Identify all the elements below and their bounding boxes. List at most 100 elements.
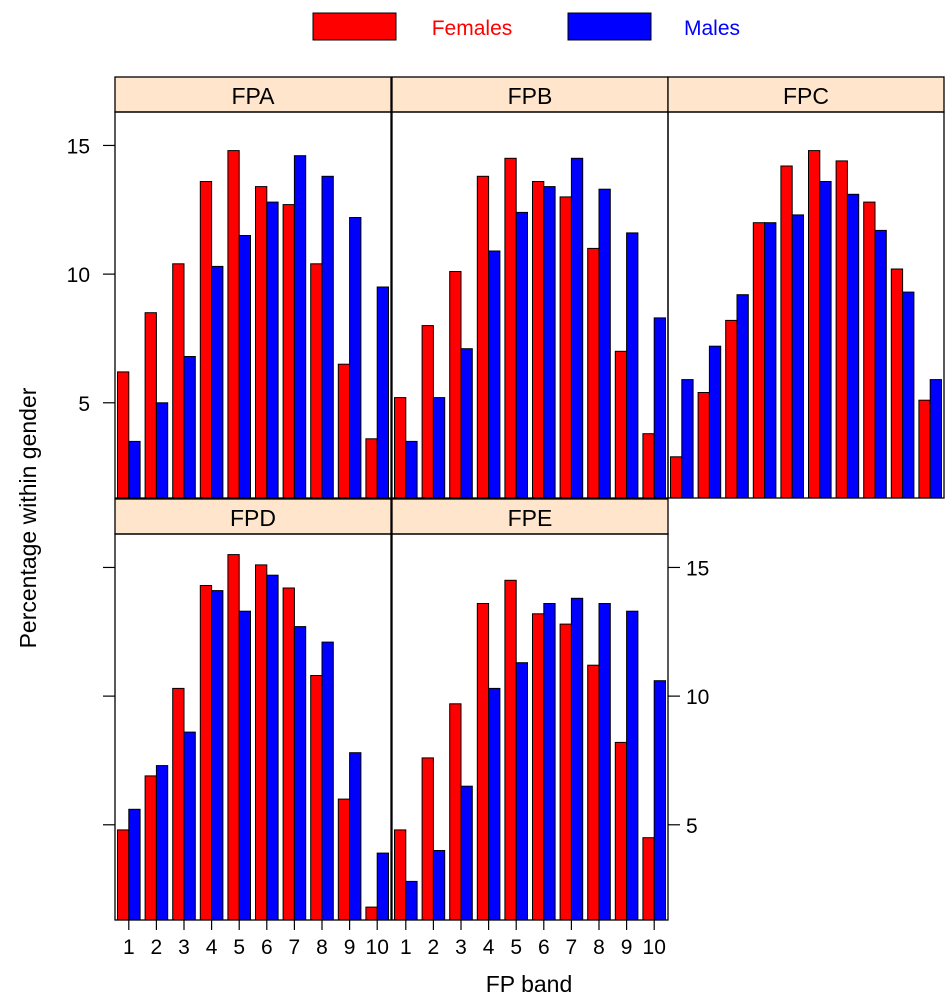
bar-males-4 bbox=[488, 687, 501, 921]
panel-strip bbox=[391, 76, 669, 113]
bar-males-1 bbox=[405, 440, 418, 499]
bar-females-10 bbox=[918, 399, 931, 499]
bar-males-9 bbox=[349, 752, 362, 921]
bar-females-7 bbox=[835, 160, 848, 499]
bar-females-5 bbox=[504, 157, 517, 499]
bar-males-9 bbox=[902, 291, 915, 499]
bar-females-9 bbox=[614, 741, 628, 921]
bar-males-8 bbox=[598, 188, 611, 499]
bar-males-8 bbox=[321, 175, 334, 499]
bar-females-4 bbox=[199, 585, 213, 921]
x-tick-label: 3 bbox=[178, 936, 190, 959]
bar-males-2 bbox=[708, 345, 722, 499]
y-tick-label: 10 bbox=[67, 264, 90, 287]
legend-label-males: Males bbox=[684, 17, 740, 40]
bar-females-10 bbox=[642, 837, 655, 921]
bar-females-1 bbox=[117, 829, 130, 921]
bar-males-7 bbox=[846, 193, 860, 499]
bar-females-2 bbox=[421, 325, 434, 499]
bar-males-5 bbox=[791, 214, 805, 499]
bar-females-8 bbox=[310, 263, 323, 499]
legend-label-females: Females bbox=[432, 17, 513, 40]
bar-males-5 bbox=[515, 211, 529, 499]
bar-females-1 bbox=[394, 829, 407, 921]
x-tick-label: 9 bbox=[344, 936, 356, 959]
bar-males-4 bbox=[488, 250, 501, 499]
bar-males-3 bbox=[183, 731, 196, 921]
x-tick-label: 4 bbox=[206, 936, 218, 959]
x-tick-label: 5 bbox=[233, 936, 245, 959]
bar-males-9 bbox=[349, 217, 362, 499]
bar-females-6 bbox=[255, 564, 268, 921]
bar-males-5 bbox=[238, 235, 251, 499]
bar-females-2 bbox=[697, 392, 710, 499]
bar-males-5 bbox=[515, 662, 529, 921]
bar-females-2 bbox=[144, 775, 157, 921]
x-tick-label: 2 bbox=[428, 936, 440, 959]
bar-males-7 bbox=[293, 626, 307, 921]
bar-males-5 bbox=[238, 610, 251, 921]
panel-strip bbox=[114, 498, 392, 535]
bar-females-10 bbox=[365, 906, 378, 921]
panel-strip bbox=[114, 76, 392, 113]
y-tick-label: 5 bbox=[78, 393, 90, 416]
bar-males-6 bbox=[266, 574, 279, 921]
bar-females-9 bbox=[337, 798, 351, 921]
bar-males-10 bbox=[653, 680, 667, 921]
bar-males-4 bbox=[211, 265, 224, 499]
panel-title: FPB bbox=[508, 83, 553, 109]
bar-females-4 bbox=[476, 175, 490, 499]
bar-females-3 bbox=[449, 703, 462, 921]
bar-males-3 bbox=[183, 356, 196, 499]
bar-males-8 bbox=[874, 229, 887, 499]
x-tick-label: 5 bbox=[510, 936, 522, 959]
bar-females-7 bbox=[282, 587, 295, 921]
bar-females-5 bbox=[227, 150, 240, 499]
bar-males-2 bbox=[432, 397, 446, 499]
x-tick-label: 7 bbox=[566, 936, 578, 959]
x-tick-label: 6 bbox=[261, 936, 273, 959]
bar-females-1 bbox=[117, 371, 130, 499]
bar-males-2 bbox=[155, 402, 169, 499]
bar-males-10 bbox=[929, 379, 943, 499]
bar-females-1 bbox=[670, 456, 683, 499]
x-tick-label: 1 bbox=[123, 936, 135, 959]
bar-males-8 bbox=[321, 641, 334, 921]
bar-females-9 bbox=[890, 268, 904, 499]
bar-females-4 bbox=[476, 603, 490, 921]
x-tick-label: 8 bbox=[593, 936, 605, 959]
bar-females-1 bbox=[394, 397, 407, 499]
x-tick-label: 7 bbox=[289, 936, 301, 959]
bar-females-5 bbox=[504, 579, 517, 921]
bar-males-10 bbox=[653, 317, 667, 499]
bar-males-8 bbox=[598, 603, 611, 921]
bar-males-3 bbox=[460, 785, 473, 921]
bar-females-10 bbox=[642, 433, 655, 499]
panel-frame bbox=[667, 111, 945, 499]
bar-males-6 bbox=[266, 201, 279, 499]
bar-females-3 bbox=[172, 687, 185, 921]
bar-females-8 bbox=[863, 201, 876, 499]
bar-females-3 bbox=[725, 319, 738, 499]
x-tick-label: 2 bbox=[151, 936, 163, 959]
x-tick-label: 8 bbox=[316, 936, 328, 959]
x-tick-label: 10 bbox=[366, 936, 389, 959]
bar-females-6 bbox=[255, 186, 268, 499]
bar-females-7 bbox=[559, 196, 572, 499]
x-tick-label: 9 bbox=[621, 936, 633, 959]
bar-males-1 bbox=[681, 379, 694, 499]
bar-males-2 bbox=[155, 765, 169, 921]
bar-females-5 bbox=[780, 165, 793, 499]
panel-strip bbox=[391, 498, 669, 535]
panel-frame bbox=[391, 533, 669, 921]
bar-females-10 bbox=[365, 438, 378, 499]
panel-fpd: FPD bbox=[114, 498, 392, 921]
bar-males-7 bbox=[570, 157, 584, 499]
panel-title: FPD bbox=[230, 505, 276, 531]
bar-females-7 bbox=[282, 204, 295, 499]
bar-males-3 bbox=[460, 348, 473, 499]
bar-females-4 bbox=[199, 181, 213, 499]
bar-females-8 bbox=[587, 664, 600, 921]
